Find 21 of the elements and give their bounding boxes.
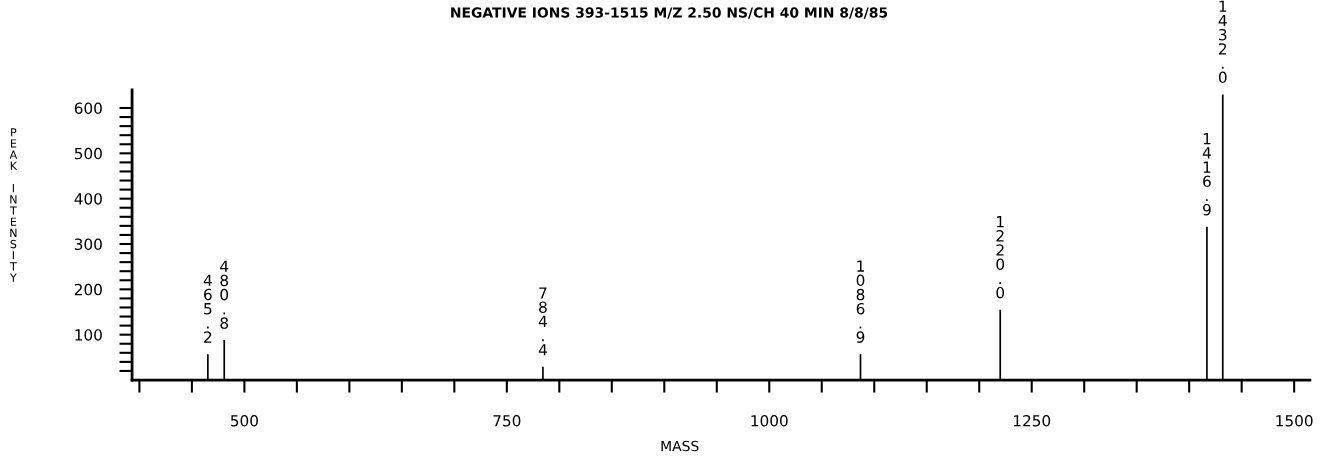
annotation: 1086.9 bbox=[856, 260, 865, 343]
y-tick-label: 200 bbox=[74, 283, 102, 296]
annotation: 1220.0 bbox=[996, 216, 1005, 299]
annotation: 465.2 bbox=[203, 274, 212, 343]
annotation: 784.4 bbox=[538, 287, 547, 356]
chart-title: NEGATIVE IONS 393-1515 M/Z 2.50 NS/CH 40 MIN 8/8/85 bbox=[451, 7, 888, 19]
text: PEAK INTENSITY bbox=[9, 128, 18, 282]
y-tick-label: 100 bbox=[75, 329, 102, 341]
x-tick-label: 750 bbox=[493, 415, 521, 427]
x-tick-label: 1250 bbox=[1013, 415, 1051, 427]
x-axis-title: MASS bbox=[661, 440, 699, 452]
x-tick-label: 500 bbox=[230, 415, 258, 427]
y-tick-label: 400 bbox=[74, 193, 102, 205]
y-tick-label: 500 bbox=[74, 147, 102, 160]
x-tick-label: 1000 bbox=[751, 415, 788, 427]
y-tick-label: 300 bbox=[74, 238, 102, 251]
y-tick-label: 600 bbox=[74, 102, 102, 115]
annotation: 1416.9 bbox=[1202, 133, 1211, 216]
x-tick-label: 1500 bbox=[1276, 415, 1313, 427]
annotation: 1432.0 bbox=[1218, 0, 1227, 84]
annotation: 480.8 bbox=[220, 260, 229, 329]
